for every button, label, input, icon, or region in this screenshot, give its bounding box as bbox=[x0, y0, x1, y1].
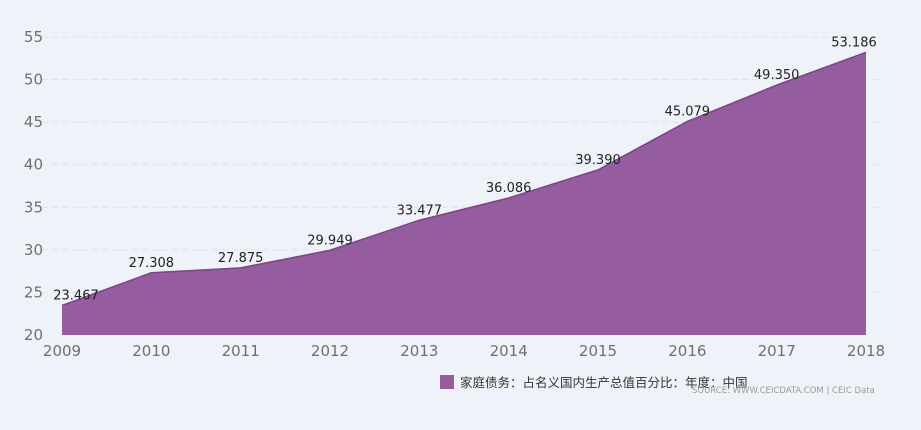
x-tick-label: 2013 bbox=[400, 342, 438, 360]
data-label: 36.086 bbox=[486, 181, 532, 196]
legend[interactable]: 家庭债务：占名义国内生产总值百分比：年度：中国 bbox=[440, 372, 748, 391]
y-tick-label: 45 bbox=[24, 113, 43, 131]
y-axis-ticks: 20 25 30 35 40 45 50 55 bbox=[24, 28, 43, 344]
data-label: 27.308 bbox=[129, 256, 175, 271]
y-tick-label: 55 bbox=[24, 28, 43, 46]
data-label: 45.079 bbox=[665, 104, 711, 119]
data-label: 27.875 bbox=[218, 251, 264, 266]
x-tick-label: 2017 bbox=[758, 342, 796, 360]
y-tick-label: 40 bbox=[24, 156, 43, 174]
y-tick-label: 25 bbox=[24, 283, 43, 301]
y-tick-label: 30 bbox=[24, 241, 43, 259]
x-tick-label: 2018 bbox=[847, 342, 885, 360]
y-tick-label: 35 bbox=[24, 198, 43, 216]
series-line bbox=[61, 51, 867, 307]
data-label: 53.186 bbox=[831, 35, 877, 50]
data-label: 29.949 bbox=[307, 233, 353, 248]
legend-swatch bbox=[440, 374, 454, 389]
x-tick-label: 2016 bbox=[668, 342, 706, 360]
x-axis-ticks: 2009 2010 2011 2012 2013 2014 2015 2016 2017 2018 bbox=[43, 342, 885, 360]
x-tick-label: 2010 bbox=[132, 342, 170, 360]
legend-label: 家庭债务：占名义国内生产总值百分比：年度：中国 bbox=[460, 375, 748, 390]
source-note: SOURCE: WWW.CEICDATA.COM | CEIC Data bbox=[692, 386, 875, 396]
x-tick-label: 2012 bbox=[311, 342, 349, 360]
series-area[interactable] bbox=[62, 52, 866, 336]
x-tick-label: 2015 bbox=[579, 342, 617, 360]
data-label: 23.467 bbox=[53, 288, 99, 303]
y-tick-label: 20 bbox=[24, 326, 43, 344]
data-label: 39.390 bbox=[575, 153, 621, 168]
y-tick-label: 50 bbox=[24, 71, 43, 89]
data-label: 49.350 bbox=[754, 68, 800, 83]
data-label: 33.477 bbox=[397, 203, 443, 218]
x-tick-label: 2014 bbox=[490, 342, 528, 360]
x-tick-label: 2009 bbox=[43, 342, 81, 360]
x-tick-label: 2011 bbox=[222, 342, 260, 360]
data-labels: 23.467 27.308 27.875 29.949 33.477 36.086 39.3… bbox=[53, 35, 877, 303]
